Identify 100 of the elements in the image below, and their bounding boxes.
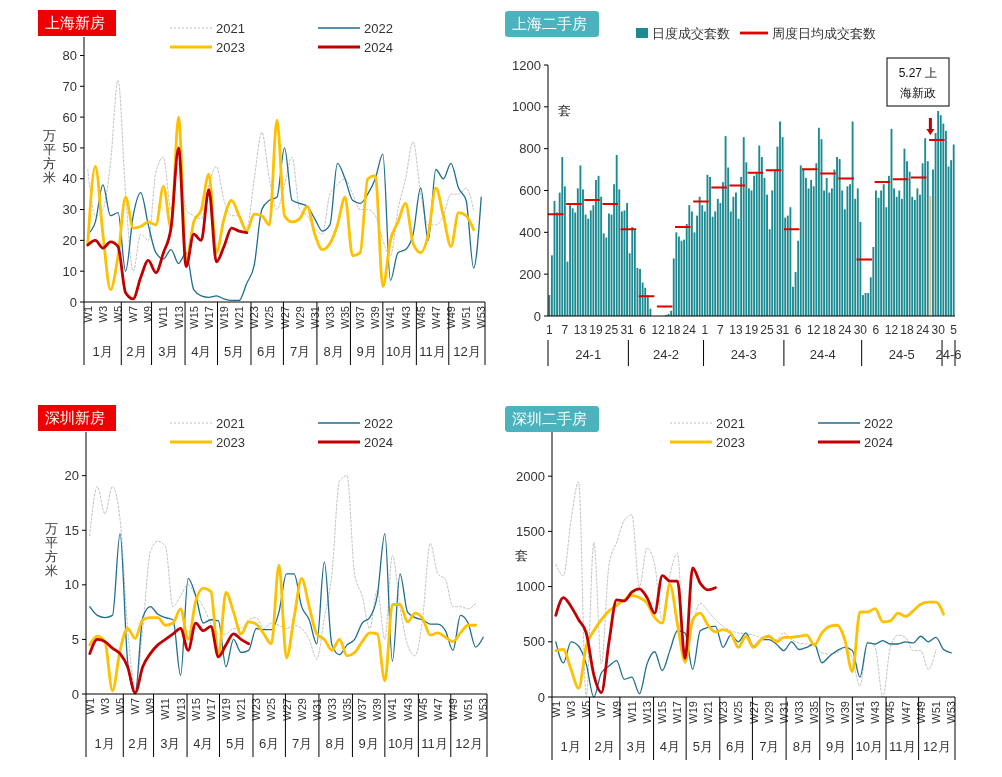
y-tick-label: 60 [62, 109, 77, 125]
x-tick-label: W11 [157, 306, 170, 328]
y-tick-label: 20 [64, 468, 79, 484]
x-tick-label: W51 [460, 306, 473, 329]
y-axis-title: 万平方米 [44, 521, 58, 578]
annotation: 5.27 上海新政 [898, 66, 938, 100]
x-tick-label: 24 [838, 323, 852, 337]
x-tick-label: 1 [701, 323, 709, 337]
y-tick-label: 20 [62, 232, 77, 248]
text: 8月 [325, 736, 346, 751]
y-axis-title: 套 [515, 548, 528, 563]
text: 4月 [191, 344, 212, 359]
x-tick-label: 30 [853, 323, 868, 337]
x-tick-label: W45 [416, 698, 429, 721]
x-tick-label: W45 [884, 701, 897, 724]
text: 24-5 [888, 347, 915, 362]
y-tick-label: 5 [71, 631, 79, 647]
x-tick-label: W13 [641, 701, 654, 724]
text: 2月 [594, 739, 615, 754]
x-tick-label: 6 [872, 323, 880, 337]
text: 12月 [453, 344, 481, 359]
text: 24-4 [809, 347, 836, 362]
x-tick-label: W53 [945, 701, 958, 724]
text: 3月 [158, 344, 179, 359]
y-tick-label: 1200 [512, 57, 541, 73]
y-tick-label: 1000 [516, 579, 545, 595]
x-tick-label: W49 [446, 698, 459, 721]
x-tick-label: 25 [760, 323, 775, 337]
text: 11月 [421, 736, 448, 751]
x-tick-label: W47 [429, 306, 442, 329]
y-tick-label: 400 [519, 224, 541, 240]
text: 8月 [323, 344, 344, 359]
x-tick-label: W5 [112, 306, 125, 323]
x-tick-label: W51 [929, 701, 942, 724]
text: 5月 [224, 344, 245, 359]
x-tick-label: 12 [651, 323, 666, 337]
y-tick-label: 80 [62, 48, 77, 64]
x-tick-label: W25 [265, 698, 278, 721]
x-tick-label: 6 [639, 323, 647, 337]
text: 1月 [92, 344, 113, 359]
x-tick-label: W27 [278, 306, 291, 329]
x-tick-label: W49 [914, 701, 927, 724]
x-tick-label: W29 [295, 698, 308, 721]
x-tick-label: W53 [475, 306, 488, 329]
x-tick-label: W1 [81, 306, 94, 323]
y-tick-label: 0 [533, 308, 541, 324]
x-tick-label: 24 [682, 323, 697, 337]
x-tick-label: W17 [202, 306, 215, 329]
x-tick-label: 1 [545, 323, 553, 337]
y-tick-label: 2000 [516, 468, 545, 484]
legend-label: 2024 [864, 434, 893, 450]
x-tick-label: 13 [573, 323, 588, 337]
text: 7月 [290, 344, 311, 359]
y-tick-label: 15 [64, 522, 79, 538]
x-tick-label: W41 [386, 698, 399, 721]
text: 2月 [126, 344, 147, 359]
x-tick-label: W9 [142, 306, 155, 323]
y-tick-label: 10 [62, 263, 77, 279]
x-tick-label: W11 [625, 701, 638, 723]
x-tick-label: W39 [838, 701, 851, 724]
x-tick-label: W51 [462, 698, 475, 721]
chart-title: 深圳新房 [45, 409, 105, 427]
x-tick-label: W19 [217, 306, 230, 329]
y-tick-label: 600 [519, 183, 541, 199]
y-tick-label: 1500 [516, 523, 545, 539]
legend-label: 周度日均成交套数 [772, 25, 876, 41]
x-tick-label: W29 [293, 306, 306, 329]
x-tick-label: 7 [561, 323, 569, 337]
x-tick-label: W27 [747, 701, 760, 724]
x-tick-label: W3 [565, 701, 578, 718]
x-tick-label: W19 [686, 701, 699, 724]
legend-label: 日度成交套数 [652, 25, 730, 41]
x-tick-label: 13 [729, 323, 743, 337]
x-tick-label: W17 [671, 701, 684, 724]
x-tick-label: W29 [762, 701, 775, 724]
text: 1月 [94, 736, 115, 751]
y-tick-label: 800 [519, 141, 541, 157]
legend-label: 2022 [364, 20, 393, 36]
legend-label: 2023 [716, 434, 745, 450]
text: 4月 [659, 739, 680, 754]
legend-label: 2021 [216, 20, 245, 36]
text: 1月 [560, 739, 581, 754]
x-tick-label: W43 [401, 698, 414, 721]
text: 6月 [257, 344, 278, 359]
text: 2月 [128, 736, 149, 751]
x-tick-label: W31 [308, 306, 321, 329]
x-tick-label: W7 [127, 306, 140, 323]
text: 7月 [292, 736, 313, 751]
x-tick-label: W21 [235, 698, 248, 721]
x-tick-label: W7 [129, 698, 142, 715]
text: 9月 [358, 736, 379, 751]
text: 12月 [455, 736, 483, 751]
text: 5月 [692, 739, 714, 754]
text: 24-2 [652, 347, 679, 362]
x-tick-label: W7 [595, 701, 608, 718]
text: 10月 [387, 736, 416, 751]
x-tick-label: W37 [823, 701, 836, 724]
x-tick-label: W43 [869, 701, 882, 724]
text: 7月 [759, 739, 780, 754]
x-tick-label: W5 [580, 701, 593, 718]
